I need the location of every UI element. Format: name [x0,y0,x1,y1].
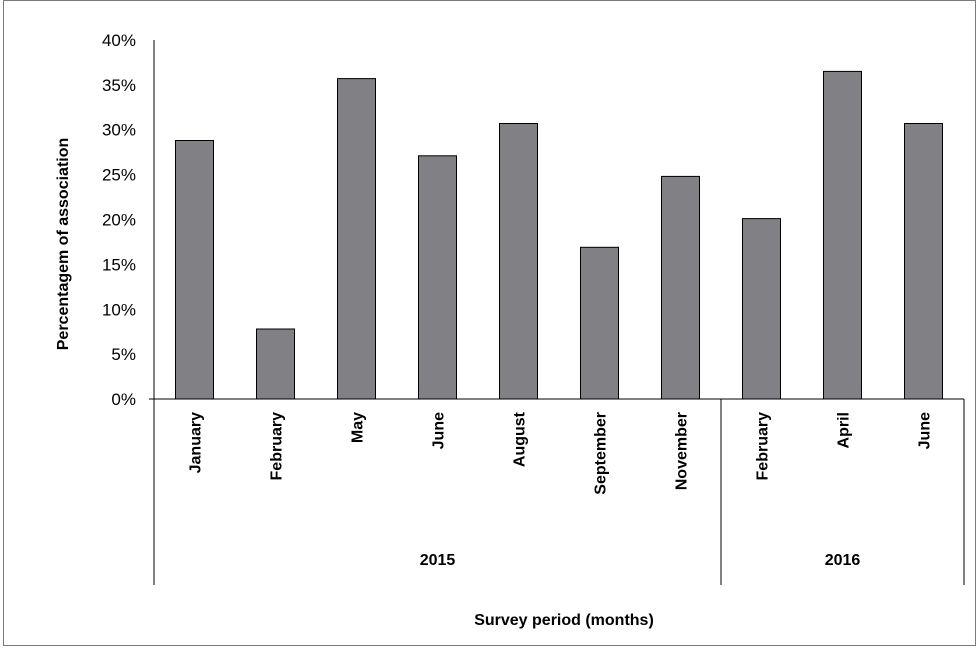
bar-1 [176,141,214,400]
y-tick-label: 40% [102,31,136,50]
bar-5 [500,124,538,400]
x-category-label: January [188,412,205,473]
y-tick-label: 0% [111,390,136,409]
bar-9 [824,71,862,399]
x-category-label: May [350,412,367,443]
y-tick-label: 25% [102,166,136,185]
x-category-label: June [431,412,448,449]
x-axis-title: Survey period (months) [474,612,654,629]
x-category-label: February [755,412,772,481]
bar-7 [662,176,700,399]
x-category-label: February [269,412,286,481]
bar-6 [581,247,619,399]
y-tick-label: 10% [102,300,136,319]
x-category-label: September [593,412,610,495]
y-tick-label: 15% [102,255,136,274]
x-category-label: August [512,411,529,467]
bar-8 [743,219,781,399]
y-tick-label: 5% [111,345,136,364]
y-tick-label: 35% [102,76,136,95]
bar-3 [338,79,376,399]
y-axis-title: Percentagem of association [55,138,72,351]
y-tick-label: 20% [102,211,136,230]
x-category-label: April [836,412,853,448]
x-group-label: 2016 [825,552,861,569]
bar-10 [905,124,943,400]
y-tick-label: 30% [102,121,136,140]
bar-4 [419,156,457,399]
bar-2 [257,329,295,399]
x-category-label: November [674,412,691,490]
x-category-label: June [917,412,934,449]
x-group-label: 2015 [420,552,456,569]
